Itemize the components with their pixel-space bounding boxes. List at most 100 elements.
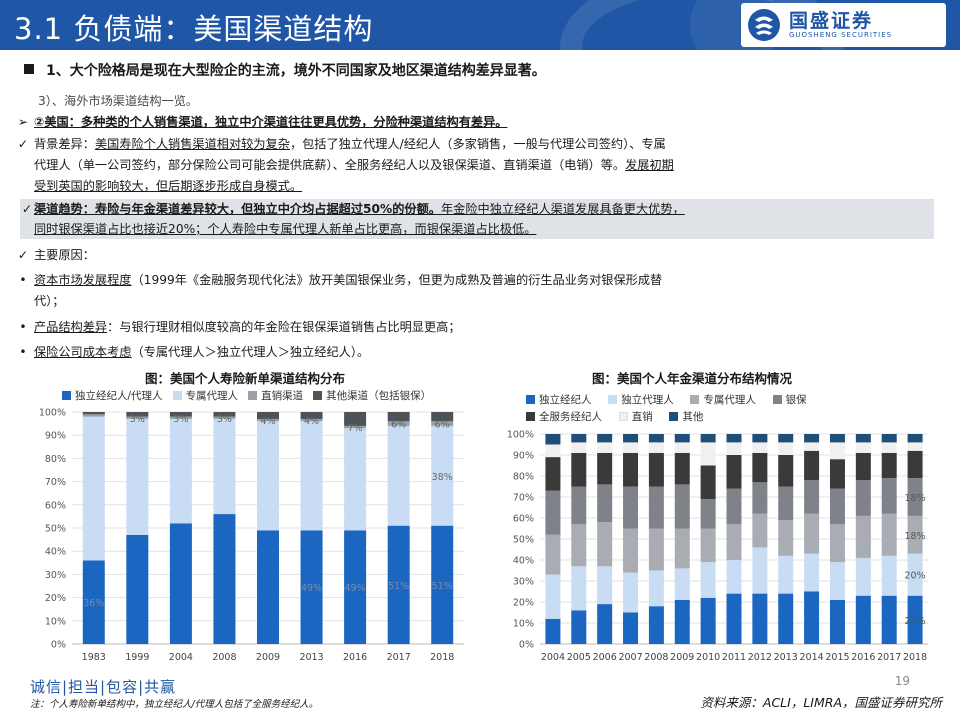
bar-segment (881, 434, 897, 443)
y-tick-label: 50% (513, 535, 534, 546)
bar-segment (804, 434, 820, 443)
data-label: 7% (348, 423, 363, 434)
legend-swatch-icon (313, 391, 323, 400)
arrow-bullet-icon: ➢ (17, 115, 29, 129)
bar-segment (778, 455, 794, 487)
header-bar: 3.1 负债端：美国渠道结构 国盛证券 GUOSHENG SECURITIES (0, 0, 960, 50)
bar-segment (855, 452, 871, 481)
check-icon: ✓ (21, 202, 33, 216)
line-6-bold: 渠道趋势：寿险与年金渠道差异较大，但独立中介均占据超过50%的份额。 (34, 202, 441, 216)
legend-item: 银保 (772, 394, 807, 406)
bar-segment (855, 595, 871, 644)
x-tick-label: 2009 (256, 652, 280, 663)
brand-name: 国盛证券 (789, 10, 874, 32)
legend-item: 专属代理人 (690, 394, 756, 406)
bar-segment (674, 434, 690, 443)
x-tick-label: 2011 (722, 652, 746, 663)
line-2-text: ②美国：多种类的个人销售渠道，独立中介渠道往往更具优势，分险种渠道结构有差异。 (34, 115, 508, 129)
legend-item: 其他渠道（包括银保） (313, 390, 431, 402)
bar-segment (300, 530, 323, 644)
bar-segment (829, 562, 845, 600)
brand-logo-box: 国盛证券 GUOSHENG SECURITIES (741, 3, 946, 47)
bar-segment (648, 570, 664, 607)
bar-segment (726, 442, 742, 455)
bar-segment (213, 514, 236, 644)
bar-segment (804, 442, 820, 451)
legend-item: 直销 (618, 411, 653, 423)
bar-segment (257, 530, 279, 644)
data-label: 49% (301, 583, 322, 594)
bar-segment (344, 425, 367, 429)
bar-segment (431, 525, 454, 644)
bar-segment (571, 442, 587, 453)
bar-segment (907, 434, 923, 443)
text-line-6: ✓ 渠道趋势：寿险与年金渠道差异较大，但独立中介均占据超过50%的份额。年金险中… (20, 199, 934, 219)
footnote: 注：个人寿险新单结构中，独立经纪人/代理人包括了全服务经纪人。 (30, 699, 319, 710)
data-label: 6% (435, 420, 450, 431)
x-tick-label: 2017 (387, 652, 411, 663)
legend-label: 独立经纪人/代理人 (75, 390, 163, 402)
square-bullet-icon (24, 64, 34, 74)
bar-segment (907, 450, 923, 479)
bar-segment (804, 591, 820, 644)
bar-segment (778, 520, 794, 556)
bar-segment (700, 442, 716, 466)
bar-segment (752, 434, 768, 443)
bar-segment (778, 486, 794, 521)
footer-slogan: 诚信|担当|包容|共赢 (30, 678, 177, 696)
bar-segment (726, 524, 742, 560)
legend-swatch-icon (248, 391, 258, 400)
bar-segment (829, 524, 845, 563)
bar-segment (623, 528, 639, 573)
line-8-text: 主要原因： (34, 248, 95, 262)
y-tick-label: 0% (519, 640, 534, 651)
bar-segment (881, 452, 897, 479)
line-9-underlined: 资本市场发展程度 (34, 273, 132, 287)
line-7-text: 同时银保渠道占比也接近20%；个人寿险中专属代理人新单占比更高，而银保渠道占比极… (34, 222, 537, 236)
data-label: 38% (432, 472, 453, 483)
bar-segment (855, 434, 871, 443)
bar-segment (431, 421, 454, 426)
x-tick-label: 2018 (903, 652, 927, 663)
bar-segment (674, 452, 690, 485)
x-tick-label: 2013 (299, 652, 323, 663)
x-tick-label: 2013 (774, 652, 798, 663)
text-line-7: 同时银保渠道占比也接近20%；个人寿险中专属代理人新单占比更高，而银保渠道占比极… (20, 219, 934, 239)
bar-segment (597, 522, 613, 567)
chart-2-legend: 独立经纪人 独立代理人 专属代理人 银保 全服务经纪人 直销 其他 (526, 392, 807, 426)
page-title: 3.1 负债端：美国渠道结构 (14, 12, 374, 46)
brand-subtitle: GUOSHENG SECURITIES (789, 31, 893, 39)
page-number: 19 (894, 674, 910, 688)
legend-item: 独立代理人 (608, 394, 674, 406)
y-tick-label: 90% (45, 431, 66, 442)
x-tick-label: 2016 (851, 652, 875, 663)
bar-segment (300, 421, 323, 531)
line-11-underlined: 产品结构差异 (34, 320, 108, 334)
section-heading-text: 1、大个险格局是现在大型险企的主流，境外不同国家及地区渠道结构差异显著。 (46, 63, 546, 79)
bar-segment (752, 513, 768, 548)
y-tick-label: 70% (513, 493, 534, 504)
data-label: 4% (304, 416, 319, 427)
bar-segment (545, 457, 561, 491)
bar-segment (623, 572, 639, 613)
bar-segment (545, 490, 561, 535)
y-tick-label: 20% (513, 598, 534, 609)
y-tick-label: 30% (45, 570, 66, 581)
bar-segment (213, 412, 236, 417)
line-1-text: 3）、海外市场渠道结构一览。 (38, 94, 199, 108)
bar-segment (431, 425, 454, 526)
x-tick-label: 2007 (618, 652, 642, 663)
y-tick-label: 60% (45, 500, 66, 511)
legend-swatch-icon (772, 395, 782, 404)
bar-segment (804, 513, 820, 554)
bar-segment (881, 595, 897, 644)
x-tick-label: 2015 (825, 652, 849, 663)
x-tick-label: 2004 (169, 652, 193, 663)
y-tick-label: 90% (513, 451, 534, 462)
legend-item: 其他 (669, 411, 703, 423)
text-line-10: 代）； (34, 291, 64, 311)
y-tick-label: 40% (45, 547, 66, 558)
bar-segment (387, 412, 410, 422)
bar-segment (545, 534, 561, 575)
y-tick-label: 100% (39, 408, 66, 419)
